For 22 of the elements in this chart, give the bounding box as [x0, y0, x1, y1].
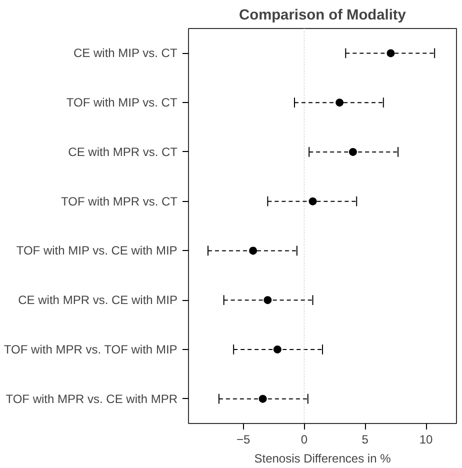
x-axis-title: Stenosis Differences in % — [254, 452, 392, 466]
y-tick-label: CE with MPR vs. CT — [68, 144, 178, 159]
y-tick-label: TOF with MPR vs. CT — [61, 194, 178, 208]
point — [264, 296, 272, 304]
y-tick-label: CE with MPR vs. CE with MIP — [18, 293, 178, 308]
y-tick-label: TOF with MIP vs. CE with MIP — [16, 244, 178, 258]
point — [386, 49, 395, 58]
point — [348, 148, 357, 156]
point — [249, 246, 258, 255]
x-tick-label: 0 — [300, 432, 308, 446]
chart-title: Comparison of Modality — [239, 8, 407, 24]
y-tick-label: TOF with MIP vs. CT — [66, 96, 178, 110]
point — [258, 394, 267, 403]
x-tick-label: 5 — [362, 432, 369, 446]
x-tick-label: −5 — [236, 432, 250, 446]
y-tick-label: TOF with MPR vs. TOF with MIP — [4, 342, 178, 356]
point — [336, 98, 344, 107]
y-tick-label: TOF with MPR vs. CE with MPR — [6, 392, 178, 406]
y-tick-label: CE with MIP vs. CT — [73, 46, 178, 60]
point — [273, 345, 282, 354]
x-tick-label: 10 — [419, 432, 434, 446]
point — [308, 197, 317, 206]
